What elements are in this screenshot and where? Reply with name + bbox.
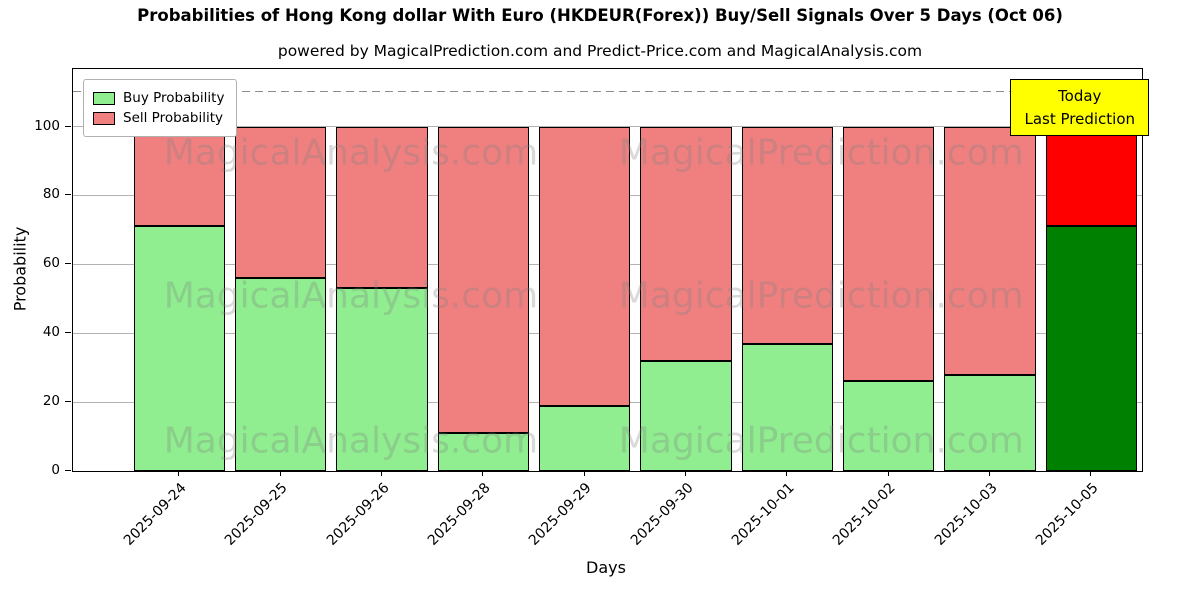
bar-sell-segment [437, 126, 529, 434]
bar-sell-segment [539, 126, 631, 406]
y-tick-mark [65, 194, 71, 196]
y-tick-mark [65, 332, 71, 334]
bar-buy-segment [944, 374, 1036, 471]
y-tick-mark [65, 401, 71, 403]
annotation-line2: Last Prediction [1024, 109, 1135, 128]
bar-buy-segment [843, 381, 935, 471]
bar-buy-segment [539, 405, 631, 471]
bar-sell-segment [336, 126, 428, 289]
y-gridline [73, 126, 1142, 128]
bar-sell-segment [235, 126, 327, 279]
legend-item-label: Sell Probability [123, 110, 224, 126]
bar-sell-segment [1045, 126, 1137, 227]
y-tick-label: 0 [51, 462, 60, 478]
x-tick-label-text: 2025-09-30 [627, 480, 697, 549]
bar-sell-segment [133, 126, 225, 227]
legend-item: Sell Probability [93, 110, 224, 126]
x-axis-label: Days [586, 558, 626, 577]
bar-buy-segment [1045, 226, 1137, 471]
bar-sell-segment [741, 126, 833, 344]
legend-item: Buy Probability [93, 90, 224, 106]
legend-swatch [93, 111, 115, 125]
chart-title: Probabilities of Hong Kong dollar With E… [137, 6, 1063, 25]
bar-buy-segment [437, 433, 529, 471]
y-tick-mark [65, 125, 71, 127]
x-tick-mark [786, 470, 788, 476]
x-tick-label-text: 2025-10-05 [1032, 480, 1102, 549]
y-tick-label: 100 [34, 117, 60, 134]
x-tick-label-text: 2025-10-02 [830, 480, 899, 549]
x-tick-label-text: 2025-09-28 [424, 480, 494, 549]
x-tick-mark [279, 470, 281, 476]
today-annotation: Today Last Prediction [1010, 79, 1149, 136]
x-tick-mark [1090, 470, 1092, 476]
bar-buy-segment [133, 226, 225, 471]
chart-subtitle: powered by MagicalPrediction.com and Pre… [277, 42, 923, 60]
plot-area: MagicalAnalysis.com MagicalPrediction.com… [72, 68, 1149, 472]
y-tick-label: 60 [42, 255, 60, 272]
x-tick-label-text: 2025-09-25 [222, 480, 292, 549]
y-tick-mark [65, 263, 71, 265]
y-tick-label: 20 [42, 393, 60, 410]
x-tick-mark [685, 470, 687, 476]
y-tick-label: 80 [42, 186, 60, 203]
bar-sell-segment [944, 126, 1036, 375]
x-tick-mark [989, 470, 990, 476]
x-tick-label-text: 2025-09-26 [323, 480, 393, 549]
legend: Buy Probability Sell Probability [83, 79, 238, 137]
x-tick-mark [381, 470, 383, 476]
y-tick-mark [65, 470, 71, 471]
bar-buy-segment [741, 343, 833, 471]
bars-layer [73, 69, 1142, 471]
bar-sell-segment [843, 126, 935, 382]
annotation-line1: Today [1058, 87, 1102, 105]
x-tick-label-text: 2025-10-01 [728, 480, 798, 549]
x-tick-mark [178, 470, 180, 476]
bar-buy-segment [235, 278, 327, 471]
bar-buy-segment [640, 360, 732, 471]
x-tick-mark [583, 470, 585, 476]
x-tick-label-text: 2025-09-29 [526, 480, 596, 549]
dashed-guide-line [73, 90, 1142, 93]
x-tick-mark [482, 470, 484, 476]
x-tick-label-text: 2025-10-03 [931, 480, 1001, 549]
x-tick-label-text: 2025-09-24 [120, 480, 190, 549]
legend-swatch [93, 91, 115, 105]
bar-sell-segment [640, 126, 732, 361]
bar-buy-segment [336, 288, 428, 471]
y-tick-label: 40 [42, 324, 60, 341]
x-tick-mark [887, 470, 889, 476]
legend-item-label: Buy Probability [123, 90, 225, 106]
